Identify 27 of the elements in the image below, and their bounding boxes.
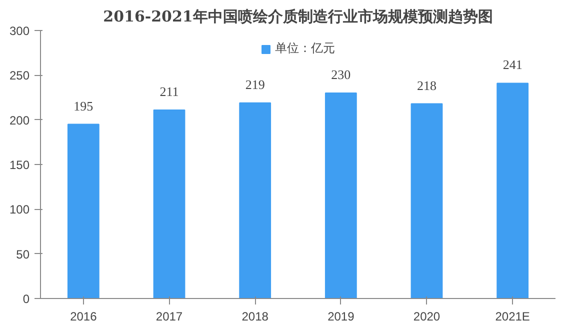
x-tick-label: 2019 <box>328 310 355 324</box>
x-tick-label: 2016 <box>70 310 98 324</box>
y-tick-label: 50 <box>16 247 30 262</box>
y-tick-label: 300 <box>9 24 30 38</box>
y-tick-label: 200 <box>9 113 30 128</box>
legend-label: 单位：亿元 <box>275 40 335 57</box>
data-label: 241 <box>502 57 522 72</box>
y-tick-label: 100 <box>9 202 30 217</box>
x-tick-label: 2017 <box>156 310 183 324</box>
data-label: 211 <box>160 84 179 100</box>
data-label: 218 <box>417 78 436 93</box>
bar <box>324 92 357 298</box>
y-tick-label: 250 <box>9 68 30 83</box>
data-label: 219 <box>245 76 265 92</box>
data-label: 230 <box>331 67 351 82</box>
bar <box>239 102 272 298</box>
x-tick-label: 2021E <box>495 310 530 324</box>
data-label: 195 <box>74 98 94 114</box>
bar <box>496 82 529 298</box>
y-tick-label: 0 <box>22 292 30 306</box>
x-tick-label: 2020 <box>413 310 440 324</box>
y-tick-label: 150 <box>9 158 30 172</box>
chart-title: 2016-2021年中国喷绘介质制造行业市场规模预测趋势图 <box>103 8 493 26</box>
bar <box>410 103 443 298</box>
x-tick-label: 2018 <box>242 310 269 324</box>
bar <box>67 124 100 298</box>
bar <box>153 110 186 298</box>
